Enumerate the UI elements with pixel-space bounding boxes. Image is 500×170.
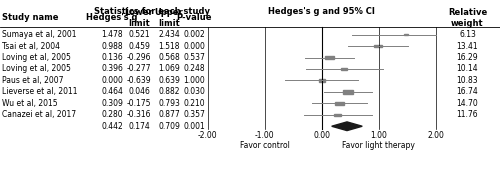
Text: 0.136: 0.136: [101, 53, 123, 62]
FancyBboxPatch shape: [324, 56, 334, 59]
Text: 14.70: 14.70: [456, 99, 478, 108]
Text: 0.210: 0.210: [183, 99, 205, 108]
Text: -0.296: -0.296: [127, 53, 151, 62]
Text: 0.174: 0.174: [128, 122, 150, 131]
Text: 10.83: 10.83: [456, 76, 478, 85]
Text: Upper
limit: Upper limit: [154, 8, 184, 28]
Text: 0.521: 0.521: [128, 30, 150, 39]
Text: 0.030: 0.030: [183, 87, 205, 96]
Text: 0.00: 0.00: [313, 131, 330, 140]
Text: Lower
limit: Lower limit: [124, 8, 154, 28]
Text: 0.309: 0.309: [101, 99, 123, 108]
Text: -1.00: -1.00: [255, 131, 274, 140]
Text: 0.877: 0.877: [158, 110, 180, 119]
Text: 0.002: 0.002: [183, 30, 205, 39]
Text: Relative
weight: Relative weight: [448, 8, 487, 28]
Text: 0.537: 0.537: [183, 53, 205, 62]
FancyBboxPatch shape: [374, 45, 382, 47]
FancyBboxPatch shape: [335, 102, 344, 105]
Text: 2.434: 2.434: [158, 30, 180, 39]
Text: -0.277: -0.277: [127, 64, 151, 73]
Text: 0.280: 0.280: [101, 110, 123, 119]
Text: 1.000: 1.000: [183, 76, 205, 85]
Text: Study name: Study name: [2, 13, 58, 22]
Text: -2.00: -2.00: [198, 131, 218, 140]
Text: -0.175: -0.175: [127, 99, 151, 108]
Text: 0.248: 0.248: [183, 64, 205, 73]
Text: Sumaya et al, 2001: Sumaya et al, 2001: [2, 30, 76, 39]
Text: 0.793: 0.793: [158, 99, 180, 108]
Text: 0.464: 0.464: [101, 87, 123, 96]
Text: 0.000: 0.000: [183, 42, 205, 51]
Text: 0.568: 0.568: [158, 53, 180, 62]
Text: 16.74: 16.74: [456, 87, 478, 96]
FancyBboxPatch shape: [404, 34, 408, 35]
Text: Statistics for each study: Statistics for each study: [94, 7, 210, 16]
Text: Favor control: Favor control: [240, 141, 290, 150]
Text: Wu et al, 2015: Wu et al, 2015: [2, 99, 58, 108]
Text: 0.046: 0.046: [128, 87, 150, 96]
Text: 0.709: 0.709: [158, 122, 180, 131]
Text: 0.639: 0.639: [158, 76, 180, 85]
Text: Favor light therapy: Favor light therapy: [342, 141, 415, 150]
Text: 1.518: 1.518: [158, 42, 180, 51]
Text: -0.316: -0.316: [127, 110, 151, 119]
Polygon shape: [332, 122, 362, 131]
Text: Hedges's g and 95% CI: Hedges's g and 95% CI: [268, 7, 375, 16]
Text: 6.13: 6.13: [459, 30, 476, 39]
Text: 1.00: 1.00: [370, 131, 388, 140]
Text: 1.069: 1.069: [158, 64, 180, 73]
Text: Canazei et al, 2017: Canazei et al, 2017: [2, 110, 76, 119]
Text: Paus et al, 2007: Paus et al, 2007: [2, 76, 64, 85]
Text: Loving et al, 2005: Loving et al, 2005: [2, 64, 71, 73]
FancyBboxPatch shape: [318, 79, 325, 82]
Text: 0.357: 0.357: [183, 110, 205, 119]
Text: 0.000: 0.000: [101, 76, 123, 85]
Text: 0.882: 0.882: [158, 87, 180, 96]
FancyBboxPatch shape: [342, 68, 347, 70]
Text: 0.988: 0.988: [101, 42, 123, 51]
Text: 1.478: 1.478: [101, 30, 123, 39]
Text: Hedges's g: Hedges's g: [86, 13, 138, 22]
Text: 0.442: 0.442: [101, 122, 123, 131]
Text: -0.639: -0.639: [126, 76, 152, 85]
Text: 2.00: 2.00: [428, 131, 444, 140]
Text: Loving et al, 2005: Loving et al, 2005: [2, 53, 71, 62]
FancyBboxPatch shape: [334, 114, 342, 116]
Text: P-value: P-value: [176, 13, 212, 22]
FancyBboxPatch shape: [344, 90, 353, 94]
Text: 10.14: 10.14: [456, 64, 478, 73]
Text: 0.459: 0.459: [128, 42, 150, 51]
Text: Tsai et al, 2004: Tsai et al, 2004: [2, 42, 60, 51]
Text: 0.001: 0.001: [183, 122, 205, 131]
Text: 0.396: 0.396: [101, 64, 123, 73]
Text: Lieverse et al, 2011: Lieverse et al, 2011: [2, 87, 78, 96]
Text: 13.41: 13.41: [456, 42, 478, 51]
Text: 11.76: 11.76: [456, 110, 478, 119]
Text: 16.29: 16.29: [456, 53, 478, 62]
